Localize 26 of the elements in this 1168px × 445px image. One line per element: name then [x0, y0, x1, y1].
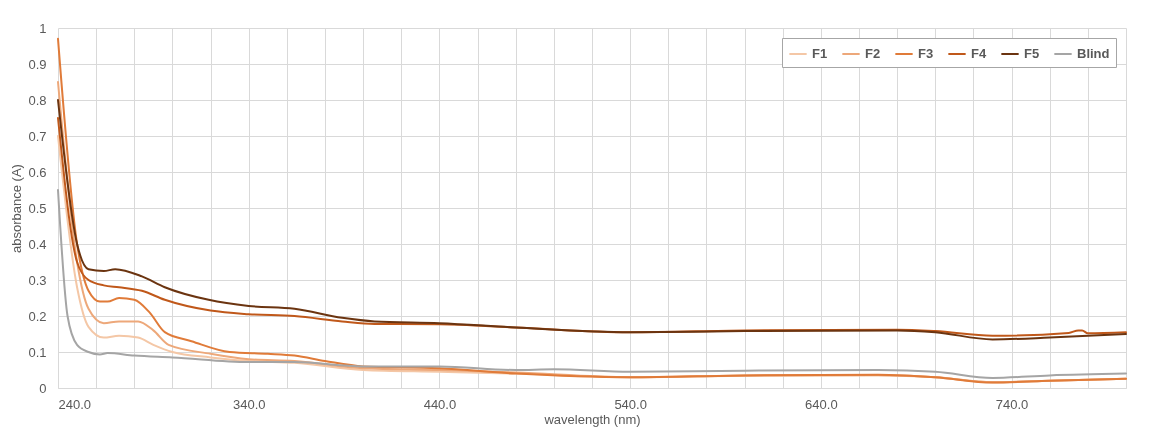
legend-label: F4 — [971, 46, 987, 61]
legend-label: F3 — [918, 46, 934, 61]
y-tick-label: 0.3 — [28, 272, 47, 288]
y-axis-title: absorbance (A) — [9, 164, 25, 253]
line-series — [57, 189, 1127, 379]
y-tick-label: 0.6 — [28, 164, 47, 180]
y-tick-label: 0.2 — [28, 308, 47, 324]
y-tick-label: 0.5 — [28, 200, 47, 216]
x-tick-label: 740.0 — [995, 396, 1029, 412]
y-tick-label: 0 — [39, 380, 47, 396]
legend-label: Blind — [1077, 46, 1110, 61]
y-tick-label: 0.7 — [28, 128, 47, 144]
x-tick-label: 340.0 — [232, 396, 266, 412]
y-tick-label: 1 — [39, 20, 47, 36]
x-tick-label: 240.0 — [58, 396, 92, 412]
y-tick-label: 0.8 — [28, 92, 47, 108]
legend-label: F5 — [1024, 46, 1040, 61]
y-tick-label: 0.4 — [28, 236, 47, 252]
x-tick-label: 640.0 — [805, 396, 838, 412]
x-tick-label: 540.0 — [614, 396, 647, 412]
legend-label: F2 — [865, 46, 881, 61]
legend-label: F1 — [812, 46, 828, 61]
y-tick-label: 0.9 — [28, 56, 47, 72]
x-tick-label: 440.0 — [423, 396, 457, 412]
x-axis-title: wavelength (nm) — [543, 411, 641, 427]
y-tick-label: 0.1 — [28, 344, 47, 360]
